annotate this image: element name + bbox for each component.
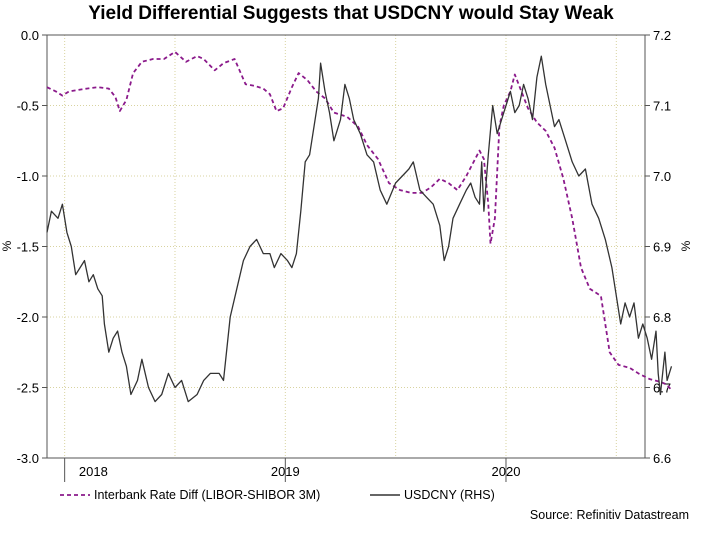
left-tick-label-1: -0.5 (17, 99, 39, 114)
chart-title: Yield Differential Suggests that USDCNY … (88, 3, 614, 24)
right-tick-label-3: 6.9 (653, 240, 671, 255)
left-axis-label: % (0, 240, 14, 251)
legend-label-interbank: Interbank Rate Diff (LIBOR-SHIBOR 3M) (94, 488, 320, 502)
right-axis-label: % (679, 240, 693, 251)
legend: Interbank Rate Diff (LIBOR-SHIBOR 3M) US… (60, 488, 495, 502)
right-tick-label-2: 7.0 (653, 169, 671, 184)
right-tick-label-6: 6.6 (653, 451, 671, 466)
series-line-interbank-rate-diff (46, 51, 673, 391)
right-tick-label-5: 6.7 (653, 381, 671, 396)
left-tick-label-2: -1.0 (17, 169, 39, 184)
left-axis-ticks: 0.0 -0.5 -1.0 -1.5 -2.0 -2.5 -3.0 (17, 28, 47, 466)
legend-label-usdcny: USDCNY (RHS) (404, 488, 495, 502)
left-tick-label-5: -2.5 (17, 381, 39, 396)
left-tick-label-6: -3.0 (17, 451, 39, 466)
left-tick-label-4: -2.0 (17, 310, 39, 325)
series-lines (46, 51, 673, 403)
source-note: Source: Refinitiv Datastream (530, 508, 689, 522)
series-line-usdcny (46, 55, 673, 403)
x-tick-label-2020: 2020 (492, 464, 521, 479)
left-tick-label-3: -1.5 (17, 240, 39, 255)
x-tick-label-2018: 2018 (79, 464, 108, 479)
right-tick-label-4: 6.8 (653, 310, 671, 325)
right-tick-label-1: 7.1 (653, 99, 671, 114)
right-axis-ticks: 7.2 7.1 7.0 6.9 6.8 6.7 6.6 (645, 28, 671, 466)
year-boundary-ticks (64, 458, 507, 482)
gridlines (47, 35, 645, 458)
left-tick-label-0: 0.0 (21, 28, 39, 43)
x-tick-label-2019: 2019 (271, 464, 300, 479)
plot-frame (46, 34, 646, 459)
right-tick-label-0: 7.2 (653, 28, 671, 43)
x-axis-year-labels: 2018 2019 2020 (79, 464, 521, 479)
